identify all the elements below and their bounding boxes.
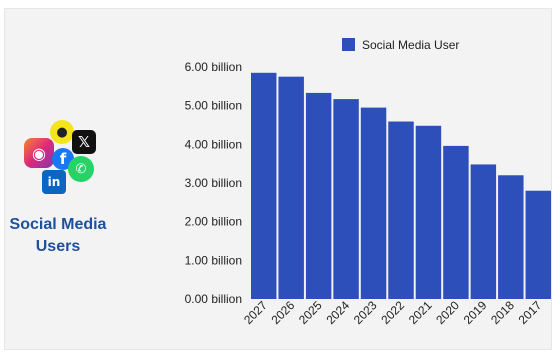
bar bbox=[305, 92, 332, 299]
instagram-icon: ◉ bbox=[24, 138, 54, 168]
whatsapp-icon: ✆ bbox=[68, 156, 94, 182]
x-tick-label: 2024 bbox=[323, 298, 352, 327]
bar bbox=[470, 164, 497, 299]
x-axis-ticks: 2027202620252024202320222021202020192018… bbox=[241, 298, 545, 327]
y-tick-label: 1.00 billion bbox=[185, 253, 242, 267]
x-tick-label: 2022 bbox=[378, 298, 407, 327]
x-tick-label: 2017 bbox=[516, 298, 545, 327]
x-tick-label: 2027 bbox=[241, 298, 270, 327]
y-tick-label: 3.00 billion bbox=[185, 176, 242, 190]
chart-legend: Social Media User bbox=[342, 38, 459, 52]
side-panel-title: Social Media Users bbox=[9, 216, 107, 255]
x-tick-label: 2018 bbox=[488, 298, 517, 327]
x-tick-label: 2026 bbox=[269, 298, 298, 327]
y-tick-label: 6.00 billion bbox=[185, 60, 242, 74]
bar bbox=[415, 125, 442, 299]
bar bbox=[278, 76, 304, 300]
x-tick-label: 2021 bbox=[406, 298, 435, 327]
bar bbox=[443, 145, 469, 299]
x-tick-label: 2025 bbox=[296, 298, 325, 327]
y-tick-label: 4.00 billion bbox=[185, 137, 242, 151]
social-icons-cluster: ● 𝕏 ◉ f ✆ in bbox=[22, 118, 98, 196]
bar bbox=[388, 121, 414, 300]
x-tick-label: 2023 bbox=[351, 298, 380, 327]
y-tick-label: 2.00 billion bbox=[185, 215, 242, 229]
linkedin-icon: in bbox=[42, 170, 66, 194]
bars-group bbox=[251, 72, 551, 300]
bar bbox=[498, 175, 524, 299]
legend-label: Social Media User bbox=[362, 38, 459, 52]
bar bbox=[360, 107, 387, 299]
y-tick-label: 5.00 billion bbox=[185, 99, 242, 113]
snapchat-icon: ● bbox=[50, 120, 74, 144]
x-icon: 𝕏 bbox=[72, 130, 96, 154]
bar bbox=[251, 72, 277, 299]
y-axis-ticks: 0.00 billion 1.00 billion 2.00 billion 3.00… bbox=[185, 60, 242, 306]
bar bbox=[525, 190, 551, 299]
legend-swatch bbox=[342, 38, 355, 51]
y-tick-label: 0.00 billion bbox=[185, 292, 242, 306]
x-tick-label: 2020 bbox=[433, 298, 462, 327]
bar bbox=[333, 99, 359, 300]
x-tick-label: 2019 bbox=[461, 298, 490, 327]
